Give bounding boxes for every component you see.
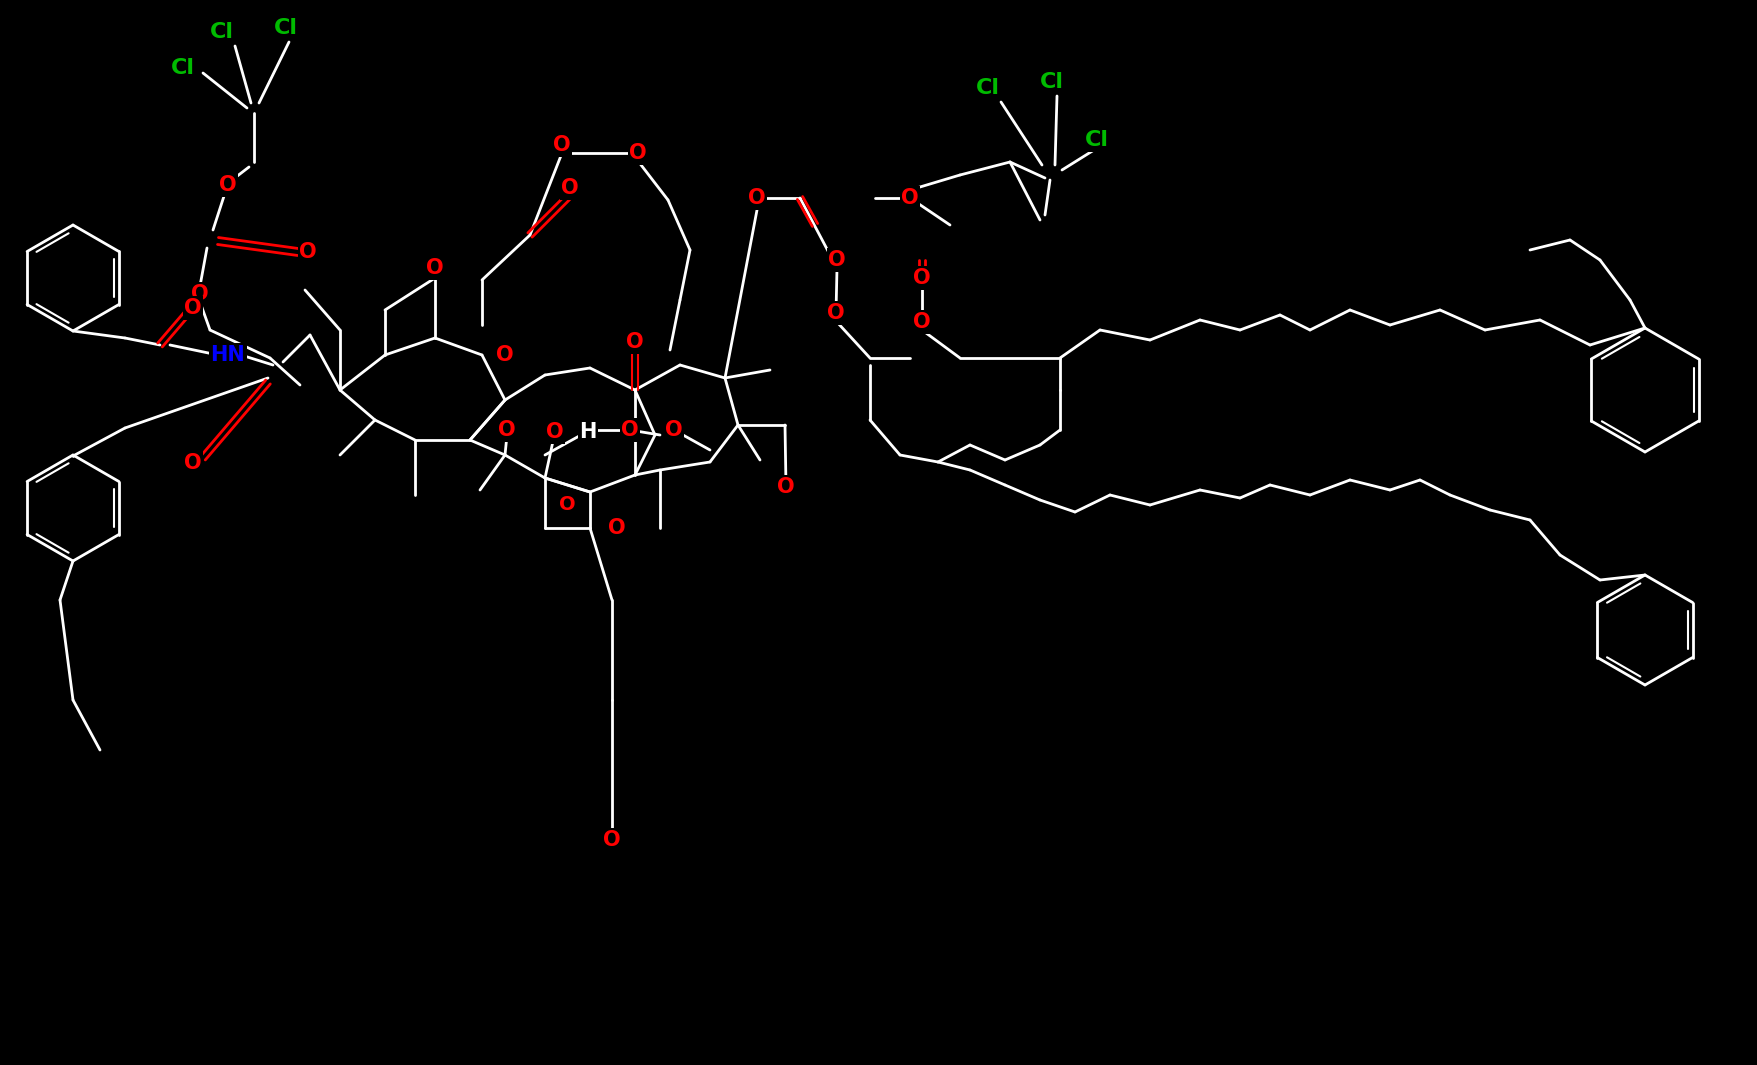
Text: O: O (220, 175, 237, 195)
Text: O: O (495, 345, 513, 365)
Text: Cl: Cl (170, 58, 195, 78)
Text: O: O (629, 143, 647, 163)
Text: O: O (748, 189, 766, 208)
Text: O: O (299, 242, 316, 262)
Text: O: O (608, 518, 625, 538)
Text: O: O (603, 830, 620, 850)
Text: O: O (620, 420, 638, 440)
Text: O: O (184, 453, 202, 473)
Text: O: O (625, 332, 643, 353)
Text: Cl: Cl (975, 78, 1000, 98)
Text: O: O (192, 284, 209, 304)
Text: Cl: Cl (274, 18, 299, 38)
Text: O: O (546, 422, 564, 442)
Text: Cl: Cl (1084, 130, 1109, 150)
Text: O: O (912, 312, 929, 332)
Text: O: O (828, 250, 845, 271)
Text: O: O (560, 178, 578, 198)
Text: O: O (497, 420, 515, 440)
Text: H: H (580, 422, 596, 442)
Text: O: O (664, 420, 682, 440)
Text: Cl: Cl (1040, 72, 1063, 92)
Text: O: O (828, 304, 845, 323)
Text: O: O (777, 477, 794, 497)
Text: O: O (912, 268, 929, 288)
Text: O: O (553, 135, 571, 155)
Text: Cl: Cl (209, 22, 234, 42)
Text: O: O (425, 258, 443, 278)
Text: O: O (901, 189, 919, 208)
Text: O: O (184, 298, 202, 318)
Text: HN: HN (211, 345, 246, 365)
Text: O: O (559, 495, 575, 514)
